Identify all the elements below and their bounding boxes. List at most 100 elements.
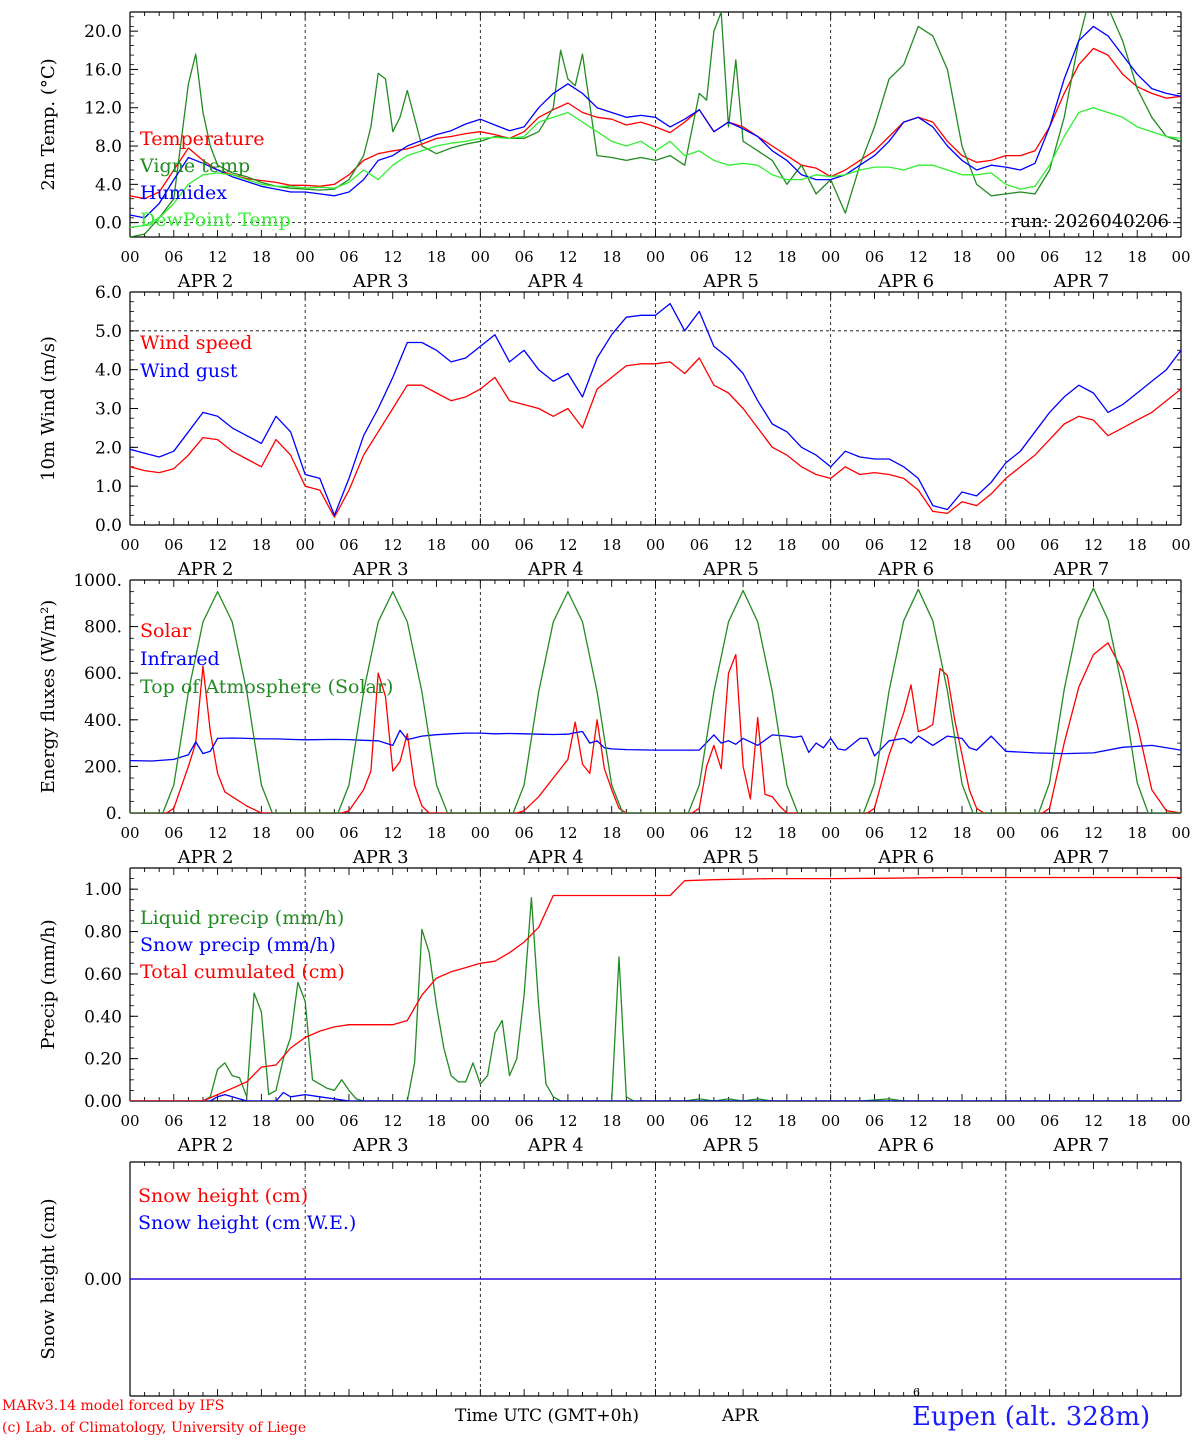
precip-xtick-label: 06 [690, 1112, 709, 1130]
precip-xtick-label: 06 [1040, 1112, 1059, 1130]
wind-xtick-label: 18 [252, 536, 271, 554]
temperature-ytick-label: 12.0 [84, 99, 122, 119]
wind-xtick-label: 00 [821, 536, 840, 554]
precip-day-label: APR 3 [352, 1135, 409, 1156]
temperature-xtick-label: 12 [1084, 248, 1103, 266]
temperature-xtick-label: 06 [1040, 248, 1059, 266]
precip-series-liquid-precip-mm-h- [130, 897, 1181, 1101]
temperature-xtick-label: 18 [1128, 248, 1147, 266]
precip-day-label: APR 4 [527, 1135, 584, 1156]
temperature-xtick-label: 06 [339, 248, 358, 266]
wind-ytick-label: 3.0 [95, 400, 122, 420]
temperature-xtick-label: 06 [690, 248, 709, 266]
time-axis-label: Time UTC (GMT+0h) [455, 1406, 640, 1426]
wind-day-label: APR 7 [1052, 559, 1109, 580]
temperature-xtick-label: 18 [777, 248, 796, 266]
wind-xtick-label: 18 [777, 536, 796, 554]
precip-xtick-label: 18 [777, 1112, 796, 1130]
temperature-xtick-label: 00 [996, 248, 1015, 266]
energy-xtick-label: 12 [909, 824, 928, 842]
precip-legend-entry: Total cumulated (cm) [140, 961, 345, 983]
temperature-series-humidex [130, 25, 1181, 219]
energy-ytick-label: 600. [84, 664, 122, 684]
temperature-legend-entry: Humidex [140, 182, 227, 204]
temperature-legend-entry: Temperature [140, 128, 264, 150]
wind-xtick-label: 12 [383, 536, 402, 554]
temperature-xtick-label: 00 [296, 248, 315, 266]
wind-xtick-label: 00 [296, 536, 315, 554]
precip-xtick-label: 18 [602, 1112, 621, 1130]
precip-xtick-label: 00 [996, 1112, 1015, 1130]
precip-day-label: APR 7 [1052, 1135, 1109, 1156]
wind-xtick-label: 12 [909, 536, 928, 554]
wind-day-label: APR 3 [352, 559, 409, 580]
energy-day-label: APR 5 [702, 847, 759, 868]
temperature-xtick-label: 18 [427, 248, 446, 266]
precip-xtick-label: 12 [208, 1112, 227, 1130]
precip-xtick-label: 12 [734, 1112, 753, 1130]
temperature-legend-entry: DewPoint Temp [140, 209, 291, 231]
temperature-series-vigne-temp [130, 12, 1181, 237]
precip-legend-entry: Liquid precip (mm/h) [140, 907, 344, 929]
precip-ylabel: Precip (mm/h) [38, 919, 59, 1049]
energy-xtick-label: 12 [1084, 824, 1103, 842]
energy-xtick-label: 00 [646, 824, 665, 842]
wind-day-label: APR 6 [877, 559, 934, 580]
temperature-series-temperature [130, 47, 1181, 200]
wind-ytick-label: 2.0 [95, 438, 122, 458]
precip-series-snow-precip-mm-h- [130, 1091, 1181, 1101]
temperature-xtick-label: 00 [471, 248, 490, 266]
precip-day-label: APR 6 [877, 1135, 934, 1156]
energy-xtick-label: 18 [427, 824, 446, 842]
wind-ytick-label: 1.0 [95, 477, 122, 497]
precip-ytick-label: 0.60 [84, 965, 122, 985]
precip-xtick-label: 12 [383, 1112, 402, 1130]
wind-xtick-label: 00 [120, 536, 139, 554]
temperature-ytick-label: 0.0 [95, 214, 122, 234]
wind-xtick-label: 06 [164, 536, 183, 554]
precip-xtick-label: 18 [1128, 1112, 1147, 1130]
wind-series-wind-speed [130, 357, 1181, 518]
energy-xtick-label: 06 [339, 824, 358, 842]
precip-xtick-label: 12 [1084, 1112, 1103, 1130]
precip-ytick-label: 0.80 [84, 923, 122, 943]
precip-xtick-label: 06 [515, 1112, 534, 1130]
wind-xtick-label: 06 [1040, 536, 1059, 554]
snow-ytick-label: 0.00 [84, 1270, 122, 1290]
precip-ytick-label: 0.20 [84, 1050, 122, 1070]
wind-day-label: APR 5 [702, 559, 759, 580]
precip-xtick-label: 18 [252, 1112, 271, 1130]
energy-ytick-label: 400. [84, 711, 122, 731]
precip-ytick-label: 0.00 [84, 1092, 122, 1112]
temperature-run-annotation: run: 2026040206 [1011, 211, 1169, 232]
energy-day-label: APR 3 [352, 847, 409, 868]
wind-xtick-label: 06 [339, 536, 358, 554]
energy-xtick-label: 12 [734, 824, 753, 842]
precip-xtick-label: 06 [164, 1112, 183, 1130]
precip-xtick-label: 00 [296, 1112, 315, 1130]
precip-day-label: APR 5 [702, 1135, 759, 1156]
temperature-day-label: APR 2 [177, 271, 234, 292]
energy-xtick-label: 00 [471, 824, 490, 842]
energy-legend-entry: Infrared [140, 648, 220, 670]
energy-xtick-label: 06 [164, 824, 183, 842]
wind-xtick-label: 00 [471, 536, 490, 554]
temperature-day-label: APR 3 [352, 271, 409, 292]
energy-legend-entry: Top of Atmosphere (Solar) [140, 676, 393, 698]
temperature-xtick-label: 12 [208, 248, 227, 266]
month-label: APR [722, 1406, 759, 1426]
wind-xtick-label: 00 [646, 536, 665, 554]
temperature-xtick-label: 12 [558, 248, 577, 266]
temperature-xtick-label: 06 [865, 248, 884, 266]
energy-xtick-label: 00 [296, 824, 315, 842]
wind-legend-entry: Wind speed [140, 332, 252, 354]
energy-xtick-label: 00 [120, 824, 139, 842]
wind-xtick-label: 12 [558, 536, 577, 554]
wind-xtick-label: 06 [690, 536, 709, 554]
model-credit-line: MARv3.14 model forced by IFS [2, 1398, 225, 1414]
snow-legend-entry: Snow height (cm) [138, 1185, 308, 1207]
precip-xtick-label: 12 [909, 1112, 928, 1130]
temperature-xtick-label: 12 [909, 248, 928, 266]
energy-series-infrared [130, 729, 1181, 762]
precip-xtick-label: 18 [427, 1112, 446, 1130]
